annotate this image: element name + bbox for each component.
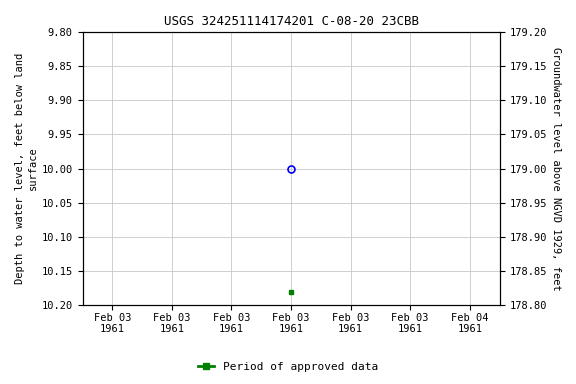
Legend: Period of approved data: Period of approved data — [193, 358, 383, 377]
Y-axis label: Depth to water level, feet below land
surface: Depth to water level, feet below land su… — [15, 53, 37, 284]
Y-axis label: Groundwater level above NGVD 1929, feet: Groundwater level above NGVD 1929, feet — [551, 47, 561, 290]
Title: USGS 324251114174201 C-08-20 23CBB: USGS 324251114174201 C-08-20 23CBB — [164, 15, 419, 28]
